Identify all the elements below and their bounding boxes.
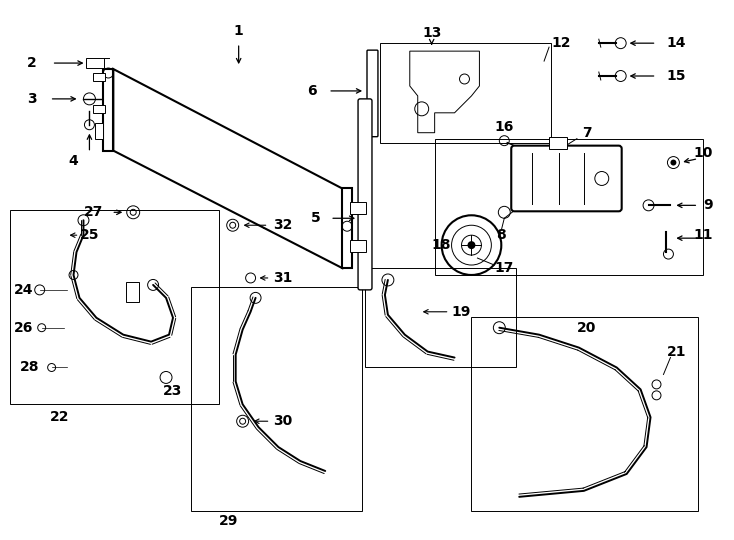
Text: 26: 26 [14, 321, 34, 335]
Polygon shape [113, 69, 342, 268]
Text: 8: 8 [496, 228, 506, 242]
Bar [380, 43, 551, 143]
Text: 30: 30 [273, 414, 292, 428]
Bar [350, 202, 366, 214]
Polygon shape [126, 282, 139, 302]
Bar [87, 58, 104, 68]
Text: 18: 18 [432, 238, 451, 252]
Bar [342, 188, 352, 268]
FancyBboxPatch shape [367, 50, 378, 137]
Bar [103, 69, 113, 151]
Text: 4: 4 [69, 153, 79, 167]
Text: 20: 20 [577, 321, 597, 335]
Text: 27: 27 [84, 205, 103, 219]
Text: 1: 1 [234, 24, 244, 38]
Text: 19: 19 [452, 305, 471, 319]
Text: 6: 6 [308, 84, 317, 98]
FancyBboxPatch shape [512, 146, 622, 211]
Bar [435, 139, 703, 275]
Bar [191, 287, 362, 511]
Text: 7: 7 [582, 126, 592, 140]
Text: 2: 2 [27, 56, 37, 70]
Text: 25: 25 [80, 228, 99, 242]
Text: 3: 3 [27, 92, 37, 106]
Text: 5: 5 [310, 211, 320, 225]
Text: 29: 29 [219, 514, 239, 528]
Bar [471, 317, 698, 511]
Bar [10, 210, 219, 404]
Text: 13: 13 [422, 26, 441, 40]
Text: 10: 10 [694, 146, 713, 160]
Text: 24: 24 [14, 283, 34, 297]
Bar [549, 137, 567, 148]
Text: 31: 31 [273, 271, 292, 285]
FancyBboxPatch shape [358, 99, 372, 290]
Bar [93, 105, 106, 113]
Bar [93, 73, 106, 81]
Text: 23: 23 [164, 384, 183, 399]
Text: 16: 16 [495, 120, 514, 134]
Bar [350, 240, 366, 252]
Text: 12: 12 [551, 36, 571, 50]
Circle shape [670, 160, 677, 166]
Circle shape [468, 241, 476, 249]
Text: 9: 9 [703, 198, 713, 212]
Bar [365, 268, 516, 368]
Text: 17: 17 [495, 261, 514, 275]
Text: 15: 15 [666, 69, 686, 83]
Text: 11: 11 [694, 228, 713, 242]
Text: 32: 32 [273, 218, 292, 232]
Polygon shape [410, 51, 479, 133]
Text: 22: 22 [50, 410, 69, 424]
Text: 14: 14 [666, 36, 686, 50]
Text: 21: 21 [666, 345, 686, 359]
Text: 28: 28 [20, 361, 40, 375]
Bar [95, 123, 103, 139]
